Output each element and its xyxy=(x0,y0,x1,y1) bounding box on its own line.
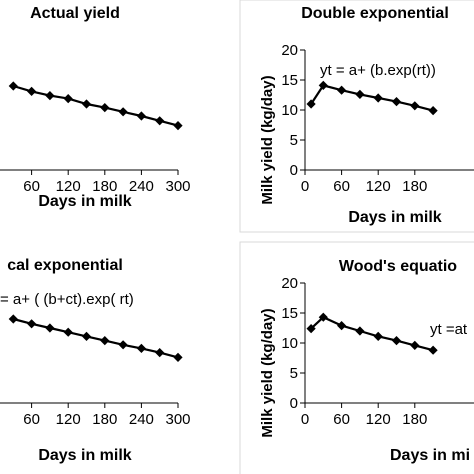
data-point xyxy=(355,89,365,99)
x-axis-label: Days in milk xyxy=(348,209,441,226)
y-tick-label: 5 xyxy=(290,132,298,149)
series-line xyxy=(13,317,179,359)
data-point xyxy=(173,352,183,362)
x-tick-label: 120 xyxy=(56,411,81,428)
x-tick-label: 60 xyxy=(23,178,40,195)
data-point xyxy=(81,331,92,341)
data-point xyxy=(410,101,420,111)
panel-frame xyxy=(239,241,474,474)
x-tick-label: 180 xyxy=(92,178,117,195)
data-point xyxy=(173,121,183,131)
data-point xyxy=(428,106,438,116)
panel-title: Double exponential xyxy=(301,5,449,22)
data-point xyxy=(355,326,365,336)
data-point xyxy=(136,343,146,353)
data-point xyxy=(318,80,328,90)
data-point xyxy=(306,99,316,109)
data-point xyxy=(155,116,165,126)
data-point xyxy=(391,336,402,346)
data-point xyxy=(155,348,165,358)
x-tick-label: 120 xyxy=(56,178,81,195)
data-point xyxy=(337,321,347,331)
y-tick-label: 20 xyxy=(281,42,298,59)
y-tick-label: 5 xyxy=(290,365,298,382)
data-point xyxy=(136,111,146,121)
panel-title: cal exponential xyxy=(7,257,123,274)
y-tick-label: 10 xyxy=(281,335,298,352)
series-line xyxy=(12,84,179,127)
data-point xyxy=(27,86,37,96)
x-tick-label: 120 xyxy=(366,178,391,195)
x-tick-label: 120 xyxy=(366,411,391,428)
panel-2: 0 60 120 180 0 5 10 15 20 Double exponential Days … xyxy=(239,0,474,233)
equation-annotation: = a+ ( (b+ct).exp( rt) xyxy=(0,291,134,308)
data-point xyxy=(45,91,55,101)
y-axis-label: Milk yield (kg/day) xyxy=(259,75,276,204)
panel-1: 60 120 180 240 300 Actual yield Days in milk xyxy=(0,5,191,210)
y-axis-label: Milk yield (kg/day) xyxy=(259,308,276,437)
x-axis-label: Days in milk xyxy=(38,447,131,464)
x-tick-label: 0 xyxy=(301,411,309,428)
x-tick-label: 240 xyxy=(129,411,154,428)
data-point xyxy=(318,312,328,322)
data-point xyxy=(337,85,347,95)
x-tick-label: 60 xyxy=(23,411,40,428)
data-point xyxy=(306,324,316,334)
x-tick-label: 180 xyxy=(402,178,427,195)
panel-frame xyxy=(239,0,474,233)
x-axis-label: Days in milk xyxy=(38,193,131,210)
x-tick-label: 60 xyxy=(333,178,350,195)
x-axis-label: Days in mi xyxy=(390,447,470,464)
x-tick-label: 180 xyxy=(92,411,117,428)
panel-4: 0 60 120 180 0 5 10 15 20 Wood's equatio Days in m… xyxy=(239,241,474,474)
data-point xyxy=(81,99,92,109)
equation-annotation: yt =at xyxy=(430,321,468,338)
panel-3: 60 120 180 240 300 cal exponential Days in mil… xyxy=(0,257,191,464)
y-tick-label: 0 xyxy=(290,162,298,179)
x-tick-label: 300 xyxy=(165,178,190,195)
x-tick-label: 60 xyxy=(333,411,350,428)
data-point xyxy=(63,94,73,104)
y-tick-label: 20 xyxy=(281,275,298,292)
data-point xyxy=(373,331,383,341)
x-tick-label: 240 xyxy=(129,178,154,195)
x-tick-label: 300 xyxy=(165,411,190,428)
y-tick-label: 0 xyxy=(290,395,298,412)
data-point xyxy=(391,97,402,107)
x-tick-label: 0 xyxy=(301,178,309,195)
panel-title: Wood's equatio xyxy=(339,258,457,275)
data-point xyxy=(118,107,128,117)
data-point xyxy=(373,93,383,103)
y-tick-label: 15 xyxy=(281,72,298,89)
panel-title: Actual yield xyxy=(30,5,120,22)
data-point xyxy=(8,314,18,324)
data-point xyxy=(100,103,110,113)
data-point xyxy=(27,319,37,329)
data-point xyxy=(63,327,73,337)
data-point xyxy=(100,336,110,346)
data-point xyxy=(410,340,420,350)
data-point xyxy=(118,340,128,350)
y-tick-label: 10 xyxy=(281,102,298,119)
data-point xyxy=(45,323,55,333)
data-point xyxy=(428,345,438,355)
y-tick-label: 15 xyxy=(281,305,298,322)
x-tick-label: 180 xyxy=(402,411,427,428)
data-point xyxy=(8,81,18,91)
equation-annotation: yt = a+ (b.exp(rt)) xyxy=(320,62,436,79)
